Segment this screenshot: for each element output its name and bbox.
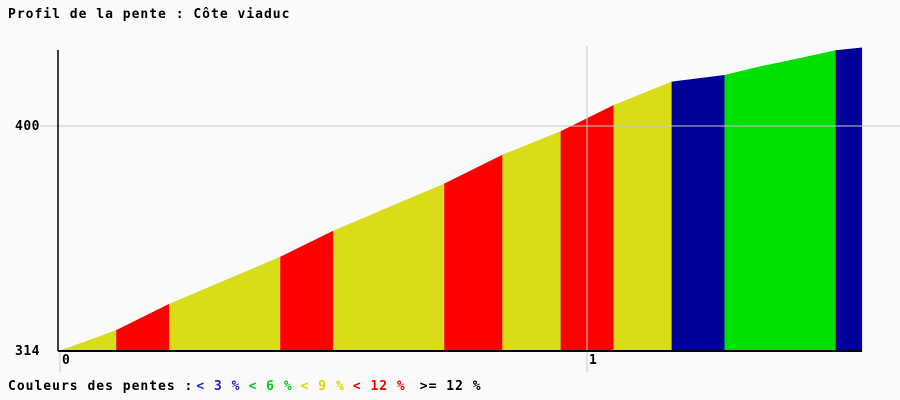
- legend-item-lt12: < 12 %: [352, 379, 406, 394]
- slope-segment-6: [502, 131, 561, 351]
- slope-segment-1: [116, 303, 170, 351]
- legend-item-lt9: < 9 %: [300, 379, 345, 394]
- page-title: Profil de la pente : Côte viaduc: [8, 7, 291, 22]
- legend-item-gte12: >= 12 %: [419, 379, 482, 394]
- x-axis-tick-0: 0: [62, 353, 70, 368]
- slope-segment-2: [169, 256, 281, 351]
- x-axis-tick-1: 1: [589, 353, 597, 368]
- slope-segment-3: [280, 230, 334, 351]
- slope-segment-9: [671, 75, 725, 351]
- legend-item-lt3: < 3 %: [196, 379, 241, 394]
- legend: Couleurs des pentes : < 3 % < 6 % < 9 % …: [8, 379, 482, 394]
- slope-segment-0: [58, 330, 117, 351]
- legend-label: Couleurs des pentes :: [8, 379, 194, 394]
- y-axis-tick-400: 400: [15, 119, 40, 134]
- y-axis-tick-314: 314: [15, 344, 40, 359]
- slope-segment-8: [613, 81, 672, 351]
- slope-segment-5: [444, 154, 503, 351]
- slope-segment-4: [333, 183, 445, 351]
- slope-segment-10: [724, 50, 836, 351]
- legend-item-lt6: < 6 %: [248, 379, 293, 394]
- slope-segment-11: [835, 47, 863, 351]
